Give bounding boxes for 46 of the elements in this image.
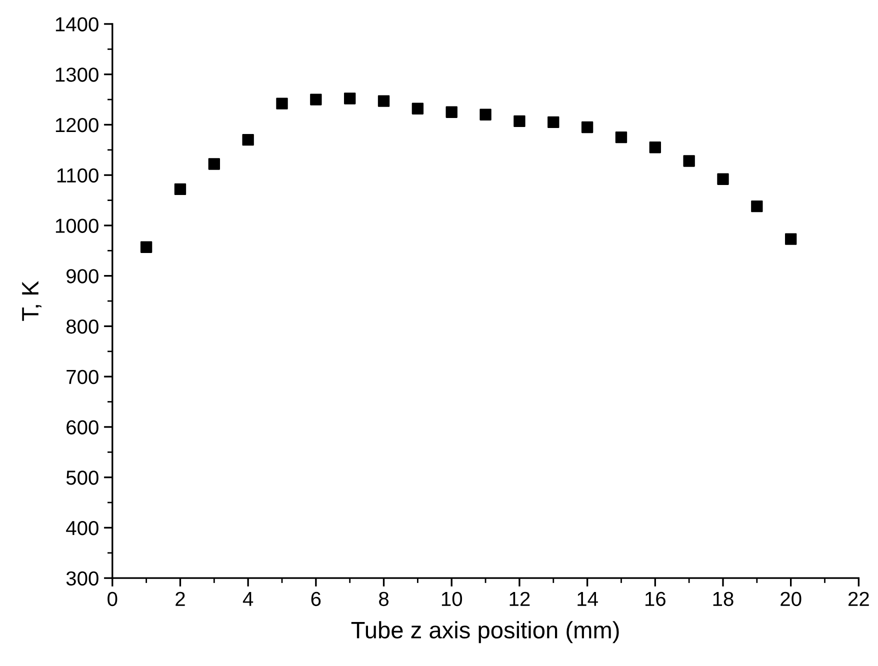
x-tick-label: 4 — [242, 592, 254, 606]
point — [548, 116, 560, 128]
point — [140, 241, 152, 253]
point — [717, 173, 729, 185]
x-tick-label: 8 — [379, 592, 388, 606]
y-tick-label: 500 — [66, 470, 98, 485]
y-tick-label: 300 — [66, 571, 98, 586]
point — [649, 142, 661, 154]
point — [174, 183, 186, 196]
point — [683, 155, 695, 167]
point — [514, 115, 526, 128]
y-tick-label: 800 — [66, 319, 98, 334]
point — [615, 131, 628, 144]
point — [242, 134, 254, 146]
point — [344, 92, 356, 104]
y-axis-title: T, K — [22, 280, 42, 321]
x-axis-title: Tube z axis position (mm) — [351, 621, 619, 644]
x-tick-label: 10 — [442, 592, 462, 606]
x-tick-label: 16 — [645, 592, 666, 606]
y-tick-label: 400 — [66, 520, 98, 536]
point — [446, 106, 458, 118]
point — [208, 158, 220, 170]
y-tick-label: 1400 — [56, 17, 98, 32]
y-tick-label: 700 — [66, 370, 98, 384]
x-tick-label: 20 — [780, 592, 802, 606]
point — [751, 200, 763, 212]
y-tick-label: 1100 — [57, 168, 98, 183]
point — [412, 102, 424, 114]
y-tick-label: 900 — [66, 269, 98, 284]
x-tick-label: 14 — [578, 592, 598, 606]
y-tick-label: 600 — [66, 420, 98, 434]
point — [784, 233, 797, 245]
y-tick-label: 1000 — [56, 218, 98, 233]
x-tick-label: 18 — [713, 592, 734, 606]
point — [310, 94, 322, 106]
point — [276, 98, 288, 110]
point — [480, 108, 492, 120]
x-tick-label: 2 — [176, 592, 185, 606]
x-tick-label: 12 — [510, 592, 530, 606]
point — [378, 95, 390, 107]
x-tick-label: 6 — [311, 592, 321, 606]
x-tick-label: 0 — [108, 592, 118, 606]
point — [581, 121, 594, 134]
x-tick-label: 22 — [848, 592, 869, 606]
y-tick-label: 1200 — [56, 118, 98, 132]
y-tick-label: 1300 — [56, 68, 98, 82]
